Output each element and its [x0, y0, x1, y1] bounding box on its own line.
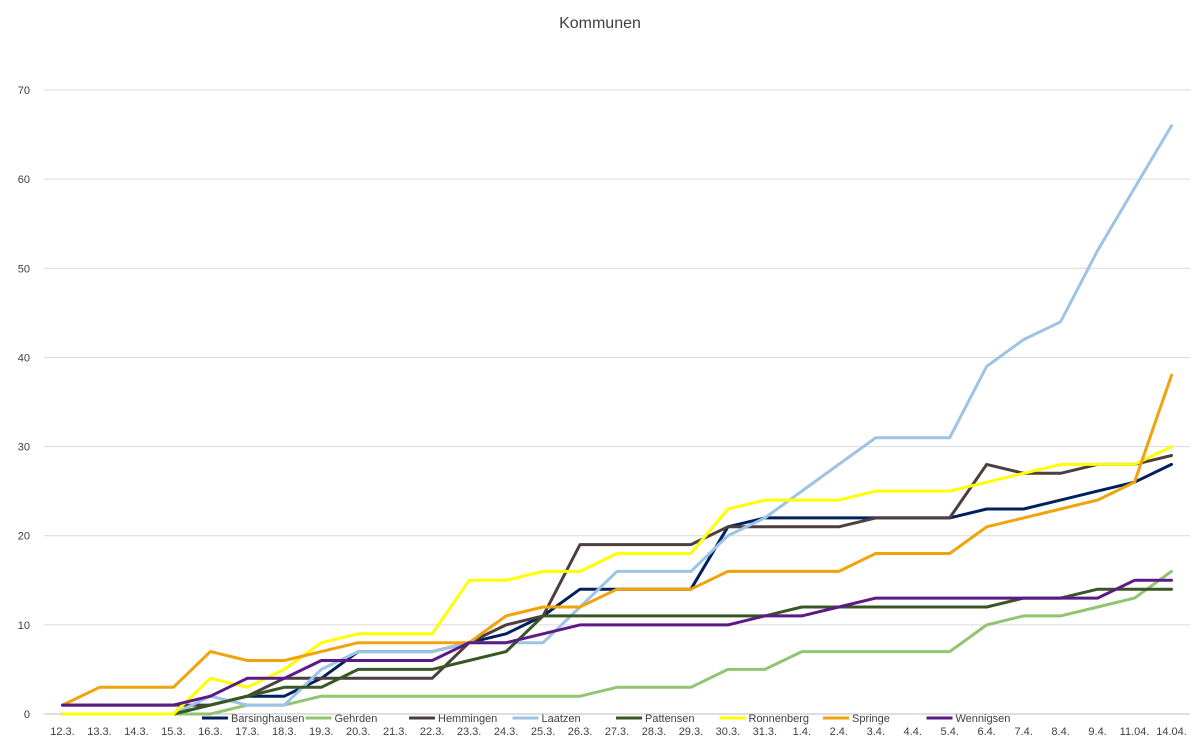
legend-label-ronnenberg: Ronnenberg	[749, 713, 810, 725]
x-tick-label: 1.4.	[793, 726, 811, 738]
y-tick-label: 20	[18, 531, 30, 543]
x-tick-label: 12.3.	[50, 726, 74, 738]
x-tick-label: 22.3.	[420, 726, 444, 738]
y-tick-label: 70	[18, 85, 30, 97]
series-line-hemmingen	[61, 454, 1173, 707]
x-tick-label: 19.3.	[309, 726, 333, 738]
gridlines	[44, 89, 1190, 715]
x-tick-label: 26.3.	[568, 726, 592, 738]
x-axis-ticks: 12.3. 13.3. 14.3. 15.3. 16.3. 17.3. 18.3. 19.3.…	[50, 726, 1187, 738]
x-tick-label: 27.3.	[605, 726, 629, 738]
x-tick-label: 24.3.	[494, 726, 518, 738]
y-axis-ticks: 0 10 20 30 40 50 60 70	[18, 85, 30, 721]
x-tick-label: 21.3.	[383, 726, 407, 738]
x-tick-label: 13.3.	[87, 726, 111, 738]
series-line-wennigsen	[61, 578, 1173, 707]
series-line-gehrden	[61, 569, 1173, 716]
legend: Barsinghausen Gehrden Hemmingen Laatzen Patt…	[202, 713, 1010, 725]
y-tick-label: 60	[18, 174, 30, 186]
legend-label-hemmingen: Hemmingen	[438, 713, 497, 725]
legend-label-wennigsen: Wennigsen	[956, 713, 1011, 725]
x-tick-label: 14.3.	[124, 726, 148, 738]
x-tick-label: 14.04.	[1156, 726, 1187, 738]
y-tick-label: 10	[18, 620, 30, 632]
x-tick-label: 2.4.	[830, 726, 848, 738]
x-tick-label: 15.3.	[161, 726, 185, 738]
legend-label-springe: Springe	[852, 713, 890, 725]
x-tick-label: 16.3.	[198, 726, 222, 738]
y-tick-label: 0	[24, 709, 30, 721]
x-tick-label: 8.4.	[1051, 726, 1069, 738]
x-tick-label: 11.04.	[1120, 726, 1150, 738]
x-tick-label: 18.3.	[272, 726, 296, 738]
series-line-pattensen	[61, 587, 1173, 716]
x-tick-label: 30.3.	[716, 726, 740, 738]
x-tick-label: 3.4.	[867, 726, 885, 738]
x-tick-label: 31.3.	[753, 726, 777, 738]
series-line-springe	[61, 373, 1173, 707]
x-tick-label: 5.4.	[941, 726, 959, 738]
x-tick-label: 9.4.	[1088, 726, 1106, 738]
x-tick-label: 23.3.	[457, 726, 481, 738]
x-tick-label: 6.4.	[977, 726, 995, 738]
x-tick-label: 17.3.	[235, 726, 259, 738]
x-tick-label: 7.4.	[1014, 726, 1032, 738]
chart-title: Kommunen	[559, 15, 641, 32]
series-lines	[61, 124, 1173, 716]
series-line-laatzen	[61, 124, 1173, 716]
series-line-ronnenberg	[61, 445, 1173, 716]
y-tick-label: 40	[18, 352, 30, 364]
x-tick-label: 25.3.	[531, 726, 555, 738]
legend-label-barsinghausen: Barsinghausen	[231, 713, 304, 725]
y-tick-label: 50	[18, 263, 30, 275]
legend-label-gehrden: Gehrden	[335, 713, 378, 725]
x-tick-label: 29.3.	[679, 726, 703, 738]
legend-label-pattensen: Pattensen	[645, 713, 695, 725]
x-tick-label: 28.3.	[642, 726, 666, 738]
legend-label-laatzen: Laatzen	[542, 713, 581, 725]
x-tick-label: 4.4.	[904, 726, 922, 738]
x-tick-label: 20.3.	[346, 726, 370, 738]
y-tick-label: 30	[18, 442, 30, 454]
